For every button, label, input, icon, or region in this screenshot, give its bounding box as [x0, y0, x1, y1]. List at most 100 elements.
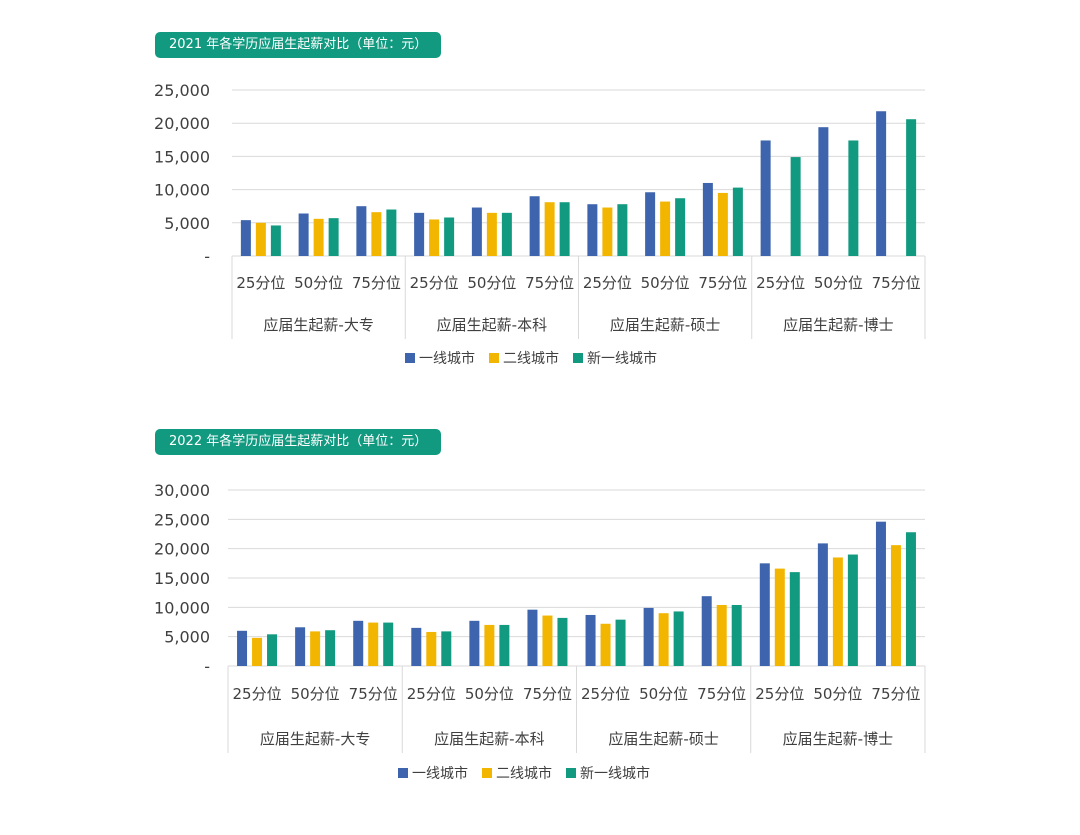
group-label: 应届生起薪-大专: [260, 730, 370, 748]
bar: [557, 617, 568, 666]
group-label: 应届生起薪-本科: [434, 730, 544, 748]
x-tick-label: 25分位: [236, 274, 285, 292]
bar: [353, 620, 364, 666]
bar: [585, 614, 596, 666]
bar: [875, 521, 886, 666]
bar: [542, 615, 553, 666]
x-tick-label: 25分位: [232, 685, 281, 703]
group-label: 应届生起薪-博士: [783, 316, 893, 334]
x-tick-label: 50分位: [813, 685, 862, 703]
bar: [643, 607, 654, 666]
bar: [702, 182, 713, 256]
bar: [817, 543, 828, 666]
bar: [383, 622, 394, 666]
bar: [471, 207, 482, 256]
bar: [325, 630, 336, 666]
bar: [774, 568, 785, 666]
y-tick-label: 15,000: [154, 147, 210, 166]
bar: [255, 222, 266, 256]
bar: [675, 198, 686, 256]
y-tick-label: 5,000: [164, 628, 210, 647]
bar: [602, 207, 613, 256]
bar: [414, 212, 425, 256]
bar: [818, 127, 829, 257]
y-tick-label: 10,000: [154, 181, 210, 200]
bar: [559, 202, 570, 256]
legend-swatch: [398, 768, 408, 778]
bar: [368, 622, 379, 666]
bar: [759, 563, 770, 666]
bar: [371, 212, 382, 256]
bar: [658, 613, 669, 666]
group-label: 应届生起薪-硕士: [608, 730, 718, 748]
y-tick-label: 15,000: [154, 569, 210, 588]
x-tick-label: 75分位: [523, 685, 572, 703]
y-tick-label: 25,000: [154, 510, 210, 529]
y-tick-label: 10,000: [154, 598, 210, 617]
legend-swatch: [489, 353, 499, 363]
bar: [617, 204, 628, 256]
bar: [600, 623, 611, 666]
y-tick-label: -: [204, 247, 210, 266]
bar: [484, 624, 495, 666]
bar: [298, 213, 309, 256]
bar: [270, 225, 281, 256]
bar: [426, 631, 437, 666]
legend-label: 新一线城市: [587, 350, 657, 367]
bar: [240, 220, 251, 256]
bar: [429, 219, 440, 256]
legend-swatch: [566, 768, 576, 778]
x-tick-label: 75分位: [871, 685, 920, 703]
bar: [252, 637, 263, 666]
bar: [386, 209, 397, 256]
x-tick-label: 25分位: [755, 685, 804, 703]
group-label: 应届生起薪-大专: [263, 316, 373, 334]
bar: [890, 545, 901, 666]
chart-title: 2022 年各学历应届生起薪对比（单位：元）: [155, 429, 442, 455]
legend-label: 二线城市: [496, 765, 552, 782]
group-label: 应届生起薪-硕士: [610, 316, 720, 334]
legend-swatch: [573, 353, 583, 363]
bar: [673, 611, 684, 666]
bar: [295, 627, 306, 666]
x-tick-label: 25分位: [407, 685, 456, 703]
x-tick-label: 75分位: [349, 685, 398, 703]
group-label: 应届生起薪-博士: [783, 730, 893, 748]
x-tick-label: 25分位: [581, 685, 630, 703]
bar: [731, 604, 742, 666]
x-tick-label: 25分位: [410, 274, 459, 292]
bar: [313, 218, 324, 256]
chart-title: 2021 年各学历应届生起薪对比（单位：元）: [155, 32, 442, 58]
bar: [790, 157, 801, 256]
bar: [544, 202, 555, 256]
y-tick-label: 25,000: [154, 81, 210, 100]
bar: [267, 634, 278, 666]
x-tick-label: 50分位: [639, 685, 688, 703]
x-tick-label: 75分位: [697, 685, 746, 703]
bar: [847, 554, 858, 666]
legend-label: 二线城市: [503, 350, 559, 367]
y-tick-label: 20,000: [154, 114, 210, 133]
bar: [906, 119, 917, 256]
legend-label: 新一线城市: [580, 765, 650, 782]
bar: [701, 596, 712, 666]
legend-swatch: [405, 353, 415, 363]
bar: [717, 192, 728, 256]
bar: [469, 620, 480, 666]
bar: [660, 201, 671, 256]
x-tick-label: 50分位: [291, 685, 340, 703]
legend-swatch: [482, 768, 492, 778]
x-tick-label: 25分位: [756, 274, 805, 292]
bar: [587, 204, 598, 256]
bar: [501, 212, 512, 256]
bar: [441, 631, 452, 666]
bar: [848, 140, 859, 256]
bar: [905, 532, 916, 666]
x-tick-label: 50分位: [294, 274, 343, 292]
x-tick-label: 50分位: [465, 685, 514, 703]
bar: [732, 187, 743, 256]
bar: [310, 631, 321, 666]
y-tick-label: -: [204, 657, 210, 676]
bar: [789, 572, 800, 666]
